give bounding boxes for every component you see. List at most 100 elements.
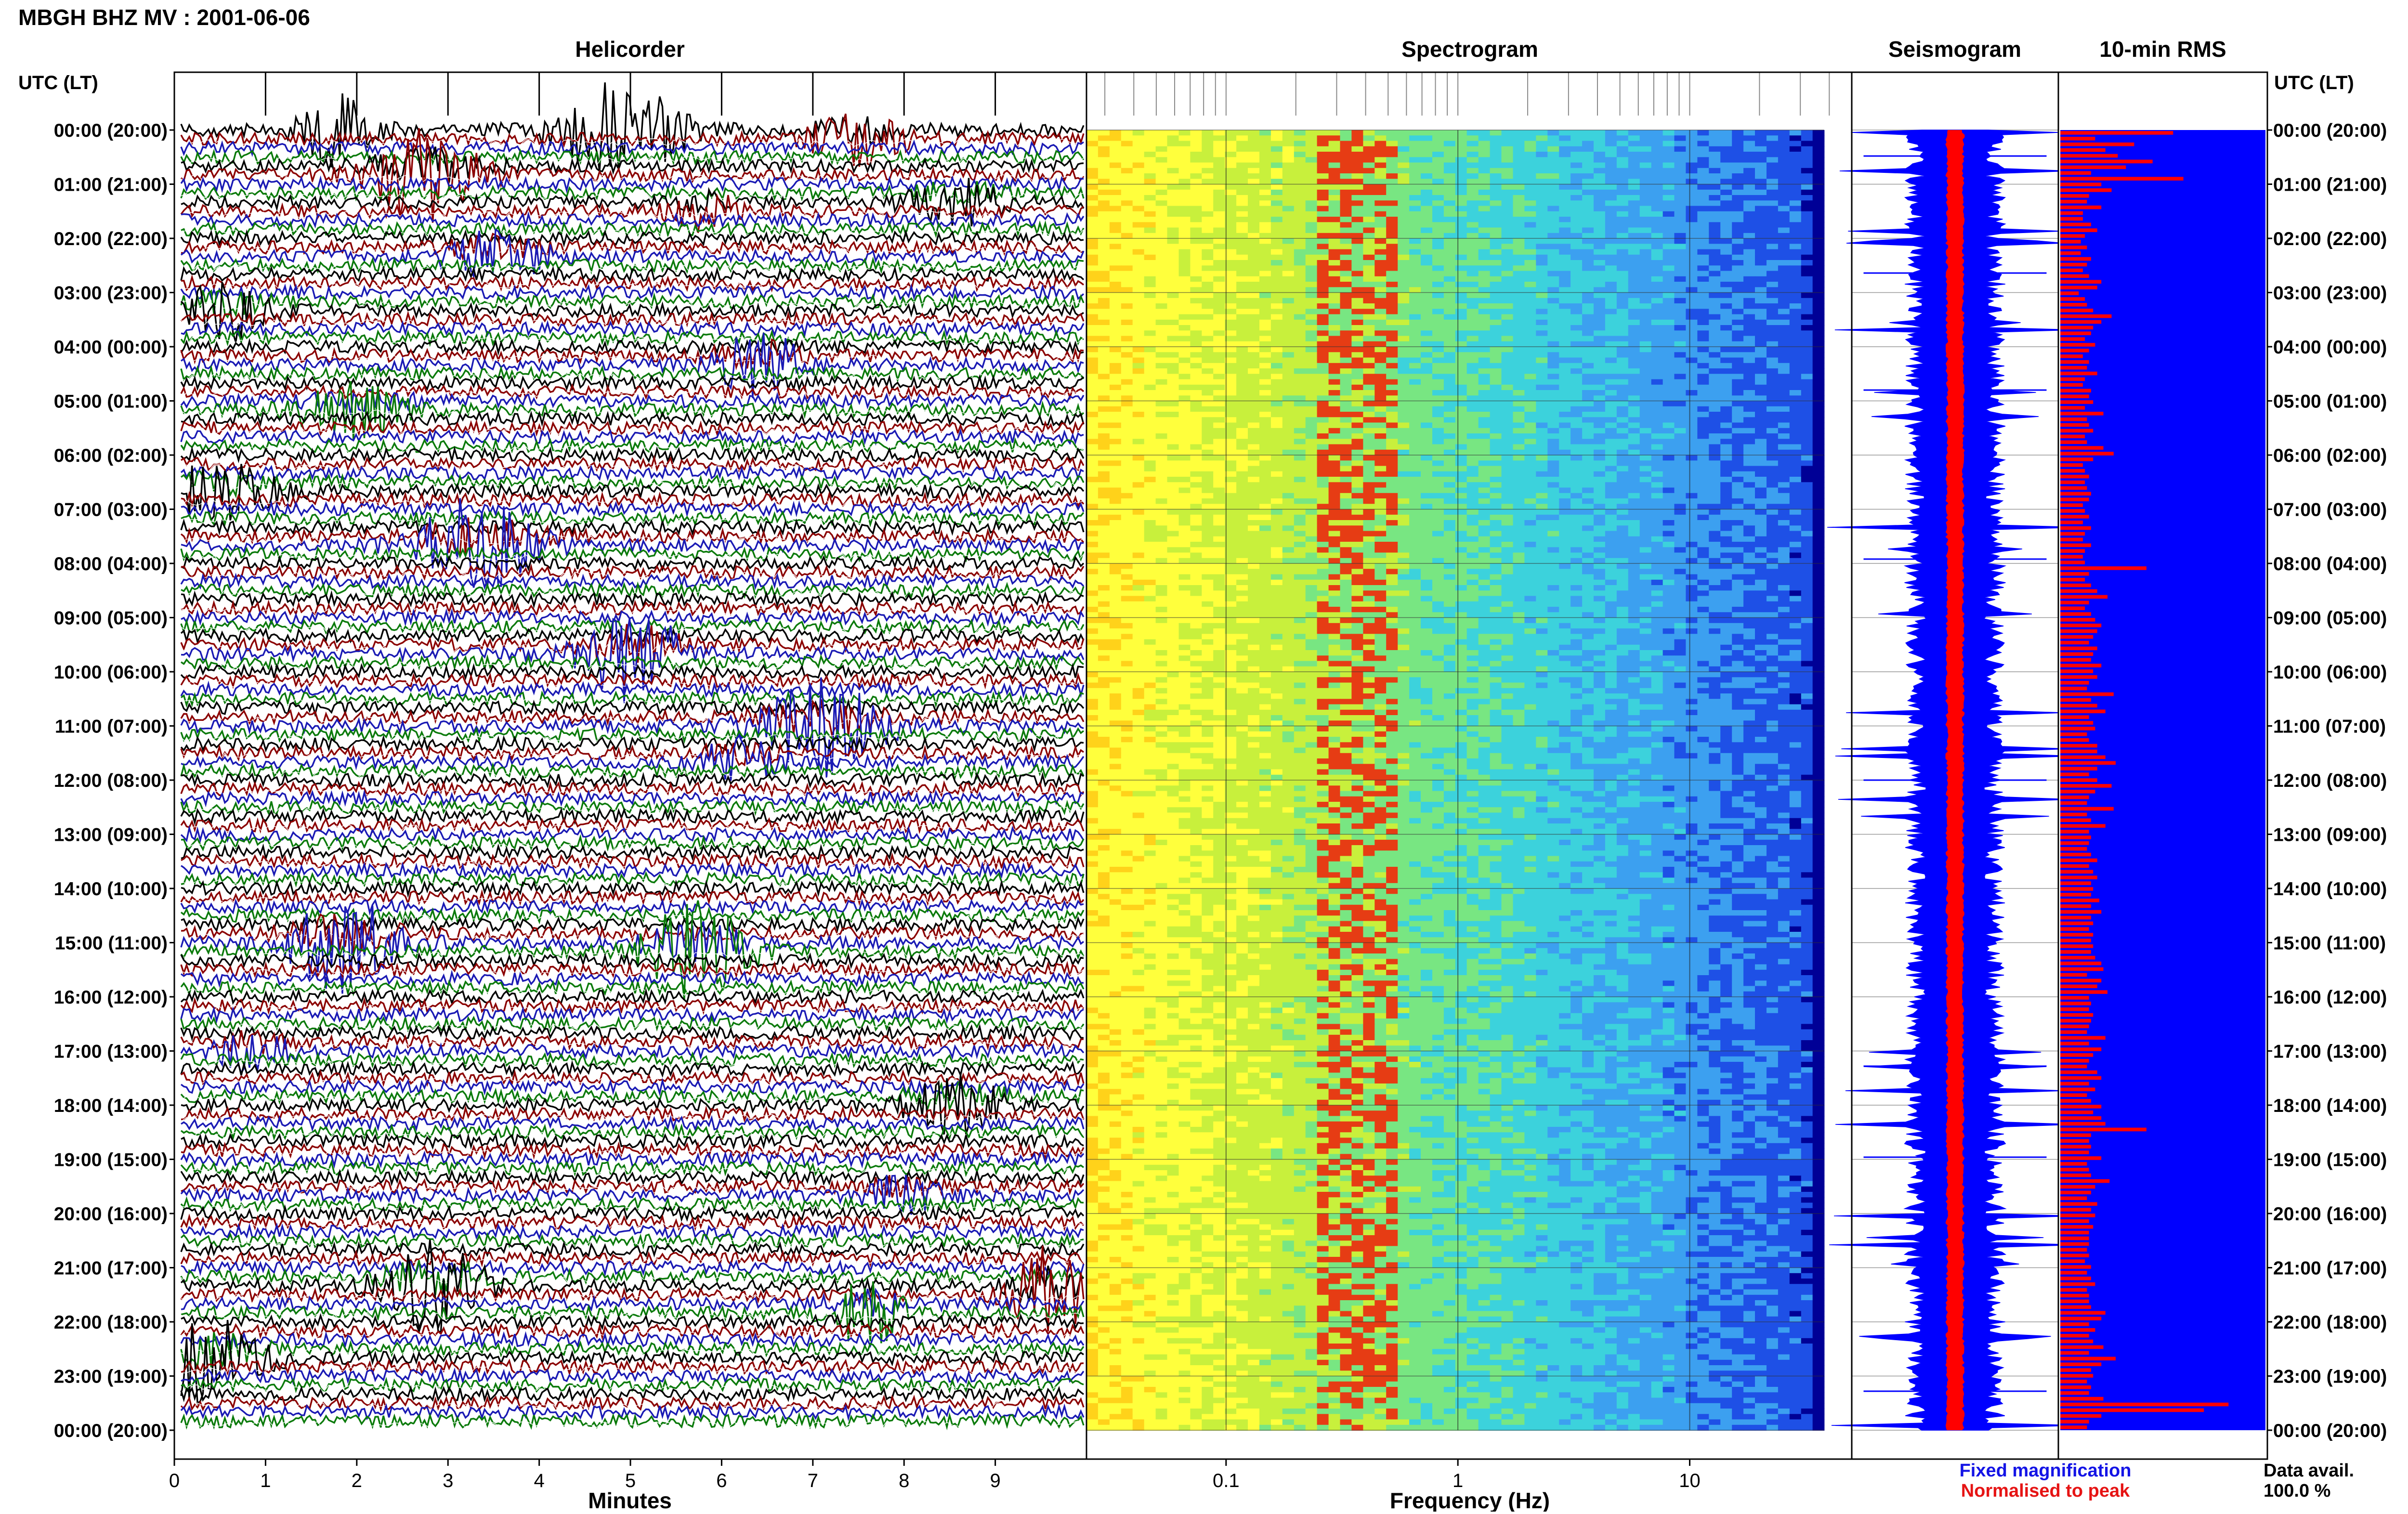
rms-bar bbox=[2060, 1019, 2091, 1023]
rms-bar bbox=[2060, 796, 2089, 799]
time-label-left: 20:00 (16:00) bbox=[54, 1204, 168, 1225]
time-label-right: 09:00 (05:00) bbox=[2273, 608, 2387, 629]
time-label-right: 18:00 (14:00) bbox=[2273, 1096, 2387, 1116]
rms-bar bbox=[2060, 1093, 2087, 1097]
rms-bar bbox=[2060, 675, 2097, 679]
rms-bar bbox=[2060, 1265, 2091, 1269]
rms-bar bbox=[2060, 996, 2089, 1000]
spectrogram-plot bbox=[1086, 72, 1852, 1459]
rms-bar bbox=[2060, 1031, 2087, 1034]
rms-bar bbox=[2060, 148, 2106, 152]
rms-bar bbox=[2060, 1288, 2087, 1292]
rms-bar bbox=[2060, 555, 2083, 559]
rms-bar bbox=[2060, 984, 2097, 988]
rms-bar bbox=[2060, 1391, 2089, 1395]
rms-bar bbox=[2060, 486, 2087, 490]
legend-normalised-to-peak: Normalised to peak bbox=[1961, 1481, 2130, 1501]
time-label-left: 00:00 (20:00) bbox=[54, 1421, 168, 1441]
rms-bar bbox=[2060, 206, 2101, 209]
rms-bar bbox=[2060, 1059, 2089, 1063]
rms-bar bbox=[2060, 383, 2083, 387]
rms-bar bbox=[2060, 767, 2097, 770]
rms-bar bbox=[2060, 973, 2087, 977]
rms-bar bbox=[2060, 819, 2091, 822]
rms-bar bbox=[2060, 418, 2087, 421]
time-label-left: 23:00 (19:00) bbox=[54, 1367, 168, 1387]
time-label-left: 07:00 (03:00) bbox=[54, 500, 168, 521]
rms-bar bbox=[2060, 177, 2184, 181]
rms-bar bbox=[2060, 870, 2093, 874]
rms-bar bbox=[2060, 492, 2091, 496]
rms-bar bbox=[2060, 721, 2093, 725]
rms-bar bbox=[2060, 750, 2097, 754]
helicorder-x-tick-label: 8 bbox=[899, 1470, 909, 1491]
rms-bar bbox=[2060, 394, 2089, 398]
rms-bar bbox=[2060, 881, 2091, 885]
rms-bar bbox=[2060, 1156, 2101, 1160]
rms-bar bbox=[2060, 183, 2101, 186]
rms-bar bbox=[2060, 1420, 2089, 1423]
rms-bar bbox=[2060, 143, 2134, 146]
rms-bar bbox=[2060, 910, 2101, 914]
rms-bar bbox=[2060, 217, 2083, 221]
time-label-left: 08:00 (04:00) bbox=[54, 554, 168, 574]
rms-bar bbox=[2060, 303, 2087, 307]
data-availability-value: 100.0 % bbox=[2264, 1481, 2330, 1501]
rms-bar bbox=[2060, 1174, 2091, 1177]
rms-bar bbox=[2060, 1237, 2089, 1240]
rms-bar bbox=[2060, 859, 2097, 862]
rms-bar bbox=[2060, 1002, 2091, 1005]
rms-bar bbox=[2060, 612, 2091, 616]
helicorder-x-tick-label: 6 bbox=[716, 1470, 727, 1491]
rms-bar bbox=[2060, 1025, 2089, 1029]
rms-bar bbox=[2060, 515, 2089, 519]
rms-bar bbox=[2060, 635, 2093, 639]
spectrogram-x-tick-label: 0.1 bbox=[1213, 1470, 1240, 1491]
time-axis-header-right: UTC (LT) bbox=[2274, 72, 2354, 93]
rms-bar bbox=[2060, 606, 2085, 610]
time-label-right: 01:00 (21:00) bbox=[2273, 175, 2387, 196]
rms-bar bbox=[2060, 893, 2091, 897]
rms-bar bbox=[2060, 1208, 2091, 1212]
rms-bar bbox=[2060, 354, 2083, 358]
rms-bar bbox=[2060, 131, 2173, 135]
rms-bar bbox=[2060, 1070, 2097, 1074]
rms-bar bbox=[2060, 1374, 2093, 1378]
rms-bar bbox=[2060, 1150, 2089, 1154]
rms-bar bbox=[2060, 1122, 2106, 1126]
rms-bar bbox=[2060, 727, 2095, 731]
rms-bar bbox=[2060, 331, 2091, 335]
rms-bar bbox=[2060, 1300, 2089, 1304]
rms-bar bbox=[2060, 790, 2095, 794]
time-label-left: 21:00 (17:00) bbox=[54, 1258, 168, 1279]
rms-bar bbox=[2060, 1202, 2097, 1206]
rms-bar bbox=[2060, 1088, 2095, 1092]
rms-bar bbox=[2060, 1380, 2087, 1383]
rms-bar bbox=[2060, 171, 2091, 175]
rms-bar bbox=[2060, 532, 2085, 536]
rms-bar bbox=[2060, 1305, 2091, 1309]
rms-bar bbox=[2060, 629, 2097, 633]
rms-bar bbox=[2060, 1139, 2089, 1143]
rms-bar bbox=[2060, 280, 2101, 284]
rms-bar bbox=[2060, 744, 2097, 748]
rms-bar bbox=[2060, 269, 2083, 273]
time-label-left: 05:00 (01:00) bbox=[54, 392, 168, 412]
rms-bar bbox=[2060, 314, 2112, 318]
rms-bar bbox=[2060, 875, 2097, 879]
rms-bar bbox=[2060, 1334, 2089, 1338]
rms-bar bbox=[2060, 847, 2087, 851]
rms-bar bbox=[2060, 1351, 2089, 1355]
legend-fixed-magnification: Fixed magnification bbox=[1960, 1461, 2132, 1481]
rms-bar bbox=[2060, 658, 2091, 662]
time-label-right: 19:00 (15:00) bbox=[2273, 1150, 2387, 1171]
rms-bar bbox=[2060, 922, 2093, 926]
rms-bar bbox=[2060, 435, 2085, 439]
rms-bar bbox=[2060, 561, 2085, 564]
rms-bar bbox=[2060, 669, 2093, 673]
helicorder-x-axis-label: Minutes bbox=[588, 1488, 672, 1512]
time-label-left: 03:00 (23:00) bbox=[54, 283, 168, 304]
rms-bar bbox=[2060, 1409, 2204, 1412]
helicorder-x-tick-label: 0 bbox=[169, 1470, 180, 1491]
